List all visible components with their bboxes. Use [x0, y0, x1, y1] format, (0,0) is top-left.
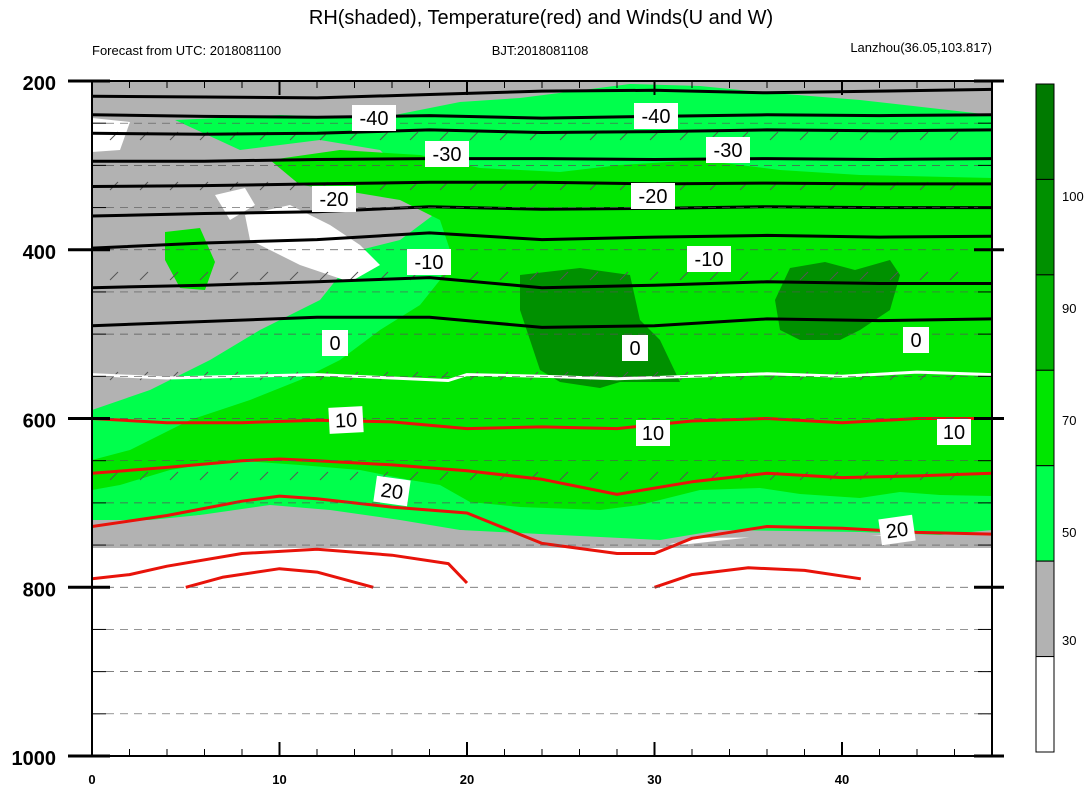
svg-text:10: 10	[943, 422, 965, 444]
svg-text:-10: -10	[695, 249, 724, 271]
isotherm-label-minus20: -20	[312, 186, 356, 212]
svg-text:-20: -20	[320, 189, 349, 211]
svg-text:-40: -40	[642, 106, 671, 128]
isotherm-label-10: 10	[328, 406, 363, 434]
isotherm-label-minus10: -10	[407, 249, 451, 275]
isotherm-label-minus10-b: -10	[687, 246, 731, 272]
colorbar-swatch	[1036, 179, 1054, 274]
colorbar-swatch	[1036, 657, 1054, 752]
svg-text:-10: -10	[415, 252, 444, 274]
colorbar-swatch	[1036, 561, 1054, 656]
isotherm-label-0-b: 0	[622, 335, 648, 361]
svg-text:20: 20	[379, 480, 404, 505]
isotherm-label-minus40-b: -40	[634, 103, 678, 129]
y-tick-label: 600	[23, 411, 56, 433]
isotherm-label-minus30: -30	[425, 141, 469, 167]
svg-text:-20: -20	[639, 186, 668, 208]
colorbar-swatch	[1036, 84, 1054, 179]
y-tick-label: 800	[23, 579, 56, 601]
svg-text:0: 0	[629, 338, 640, 360]
x-tick-label: 30	[647, 772, 661, 787]
colorbar-swatch	[1036, 466, 1054, 561]
y-tick-label: 200	[23, 73, 56, 95]
isotherm-label-20: 20	[373, 476, 410, 506]
isotherm-label-minus40: -40	[352, 105, 396, 131]
x-tick-label: 10	[272, 772, 286, 787]
plot-area: -40 -40 -30 -30 -20 -20 -10 -10 0 0 0 10…	[12, 73, 1005, 787]
isotherm-label-10-b: 10	[636, 420, 670, 446]
isotherm-label-20-b: 20	[878, 515, 915, 545]
isotherm-label-0-c: 0	[903, 327, 929, 353]
isotherm-label-minus30-b: -30	[706, 137, 750, 163]
x-tick-label: 0	[88, 772, 95, 787]
svg-text:10: 10	[334, 409, 357, 432]
forecast-time-label: Forecast from UTC: 2018081100	[92, 43, 281, 58]
rh-colorbar: 30 50 70 90 100	[1036, 84, 1084, 752]
colorbar-swatch	[1036, 275, 1054, 370]
svg-text:-40: -40	[360, 108, 389, 130]
y-tick-label: 1000	[12, 748, 57, 770]
chart-title: RH(shaded), Temperature(red) and Winds(U…	[309, 7, 773, 29]
colorbar-swatch	[1036, 370, 1054, 465]
colorbar-label: 50	[1062, 525, 1076, 540]
svg-text:0: 0	[329, 333, 340, 355]
colorbar-label: 100	[1062, 189, 1084, 204]
svg-text:10: 10	[642, 423, 664, 445]
svg-text:20: 20	[885, 519, 910, 544]
svg-text:-30: -30	[714, 140, 743, 162]
isotherm-label-10-c: 10	[937, 419, 971, 445]
isotherm-label-minus20-b: -20	[631, 183, 675, 209]
x-tick-label: 20	[460, 772, 474, 787]
local-time-label: BJT:2018081108	[492, 43, 589, 58]
x-tick-label: 40	[835, 772, 849, 787]
svg-text:-30: -30	[433, 144, 462, 166]
svg-text:0: 0	[910, 330, 921, 352]
station-label: Lanzhou(36.05,103.817)	[850, 40, 992, 55]
colorbar-label: 30	[1062, 633, 1076, 648]
y-tick-label: 400	[23, 242, 56, 264]
isotherm-label-0: 0	[322, 330, 348, 356]
colorbar-label: 70	[1062, 413, 1076, 428]
colorbar-label: 90	[1062, 301, 1076, 316]
